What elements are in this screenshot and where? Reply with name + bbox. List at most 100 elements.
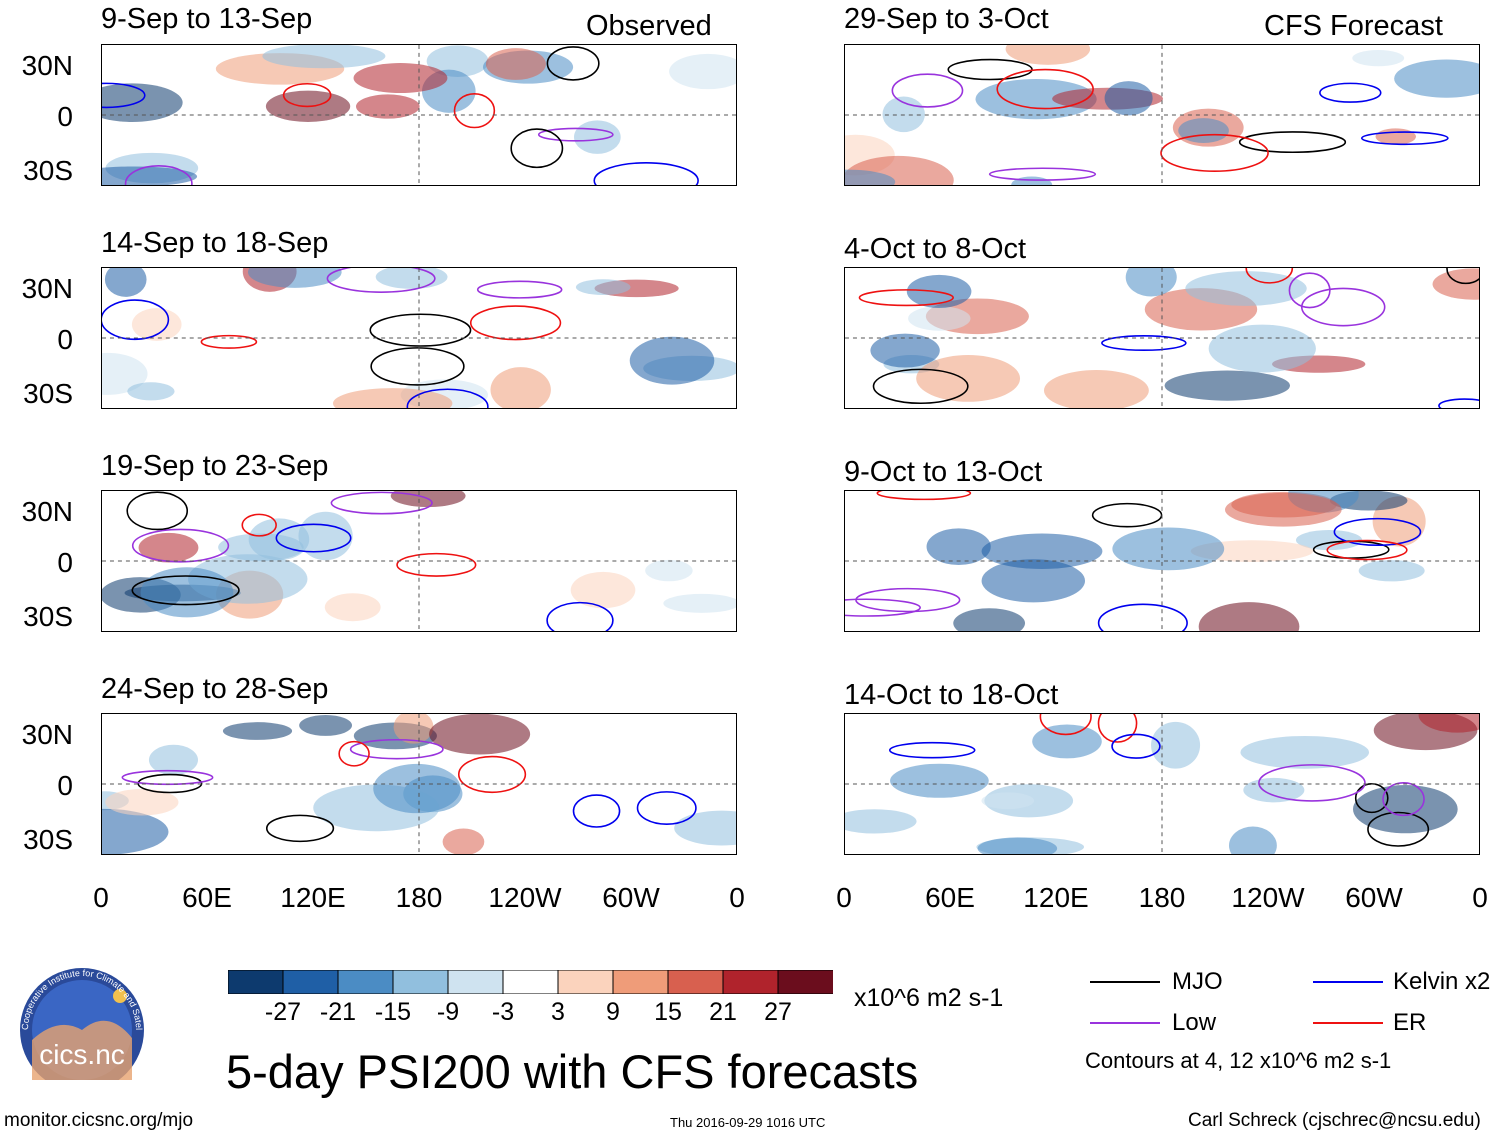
anomaly-shading bbox=[575, 279, 631, 296]
anomaly-shading bbox=[426, 45, 489, 77]
wave-contour bbox=[1319, 82, 1382, 103]
anomaly-shading bbox=[375, 268, 448, 289]
anomaly-shading bbox=[1243, 777, 1305, 803]
anomaly-shading bbox=[870, 333, 940, 368]
anomaly-shading bbox=[926, 528, 991, 566]
anomaly-shading bbox=[104, 268, 147, 297]
wave-contour bbox=[131, 575, 240, 606]
wave-contour bbox=[1091, 502, 1163, 528]
map-panel-obs-3 bbox=[101, 490, 737, 632]
map-field bbox=[102, 45, 736, 185]
anomaly-shading bbox=[490, 367, 551, 408]
wave-contour bbox=[1360, 131, 1449, 146]
wave-contour bbox=[369, 313, 472, 347]
wave-contour bbox=[510, 128, 564, 169]
anomaly-shading bbox=[1394, 59, 1479, 98]
anomaly-shading bbox=[1198, 602, 1300, 631]
wave-contour bbox=[265, 814, 335, 843]
lat-label-30n: 30N bbox=[21, 50, 73, 81]
anomaly-shading bbox=[1375, 128, 1416, 145]
anomaly-shading bbox=[845, 809, 917, 834]
lon-label: 0 bbox=[836, 882, 852, 913]
colorbar-swatch bbox=[447, 969, 504, 995]
wave-contour bbox=[338, 740, 370, 767]
wave-contour bbox=[1288, 272, 1331, 309]
panel-title-4: 24-Sep to 28-Sep bbox=[101, 673, 329, 705]
anomaly-shading bbox=[916, 355, 1021, 402]
wave-contour bbox=[1097, 714, 1138, 743]
map-panel-obs-4 bbox=[101, 713, 737, 855]
wave-contour bbox=[137, 773, 203, 794]
anomaly-shading bbox=[262, 45, 386, 69]
contour-note: Contours at 4, 12 x10^6 m2 s-1 bbox=[1085, 1048, 1392, 1073]
anomaly-shading bbox=[1151, 721, 1201, 769]
anomaly-shading bbox=[355, 94, 420, 119]
wave-contour bbox=[453, 93, 496, 129]
anomaly-shading bbox=[981, 792, 1035, 810]
anomaly-shading bbox=[1112, 527, 1225, 571]
wave-contour bbox=[996, 68, 1094, 110]
lat-label-30n: 30N bbox=[21, 273, 73, 304]
lat-label-eq: 0 bbox=[57, 101, 73, 132]
wave-contour bbox=[546, 601, 614, 631]
colorbar-swatch bbox=[612, 969, 669, 995]
observed-label: Observed bbox=[586, 10, 712, 42]
anomaly-shading bbox=[1418, 714, 1479, 733]
wave-contour bbox=[1111, 733, 1161, 759]
wave-contour bbox=[1245, 268, 1294, 284]
lat-label-30s: 30S bbox=[23, 378, 73, 409]
colorbar-swatch bbox=[337, 969, 394, 995]
anomaly-shading bbox=[908, 306, 971, 331]
footer-timestamp: Thu 2016-09-29 1016 UTC bbox=[670, 1115, 826, 1130]
panel-title-5: 29-Sep to 3-Oct bbox=[844, 3, 1049, 35]
wave-contour bbox=[406, 388, 489, 408]
panel-title-8: 14-Oct to 18-Oct bbox=[844, 679, 1059, 711]
map-field bbox=[845, 714, 1479, 854]
colorbar-swatch bbox=[392, 969, 449, 995]
lat-label-eq: 0 bbox=[57, 547, 73, 578]
panel-title-1: 9-Sep to 13-Sep bbox=[101, 3, 313, 35]
anomaly-shading bbox=[574, 120, 621, 154]
wave-contour bbox=[572, 794, 621, 828]
map-panel-obs-1 bbox=[101, 44, 737, 186]
wave-contour bbox=[102, 82, 146, 109]
map-field bbox=[102, 268, 736, 408]
lat-label-30n: 30N bbox=[21, 496, 73, 527]
colorbar-tick-label: 15 bbox=[654, 998, 682, 1026]
lon-label: 120E bbox=[1023, 882, 1089, 913]
legend-label-low: Low bbox=[1172, 1009, 1217, 1036]
legend-swatch-kelvin bbox=[1313, 981, 1383, 983]
lon-label: 180 bbox=[395, 882, 443, 913]
wave-contour bbox=[537, 127, 614, 142]
wave-contour bbox=[241, 513, 277, 537]
anomaly-shading bbox=[977, 837, 1058, 854]
map-field bbox=[102, 491, 736, 631]
anomaly-shading bbox=[105, 789, 179, 816]
anomaly-shading bbox=[373, 763, 461, 814]
colorbar-tick-label: -3 bbox=[491, 998, 515, 1026]
lat-label-30s: 30S bbox=[23, 824, 73, 855]
wave-contour bbox=[326, 268, 436, 293]
map-field bbox=[845, 268, 1479, 408]
panel-title-6: 4-Oct to 8-Oct bbox=[844, 233, 1027, 265]
anomaly-shading bbox=[102, 808, 169, 854]
map-panel-fc-4 bbox=[844, 713, 1480, 855]
legend-label-mjo: MJO bbox=[1172, 968, 1223, 995]
colorbar-swatch bbox=[282, 969, 339, 995]
anomaly-shading bbox=[102, 83, 183, 122]
anomaly-shading bbox=[1043, 370, 1149, 408]
anomaly-shading bbox=[247, 268, 342, 288]
wave-contour bbox=[636, 791, 697, 826]
cics-logo: Cooperative Institute for Climate and Sa… bbox=[5, 960, 156, 1092]
anomaly-shading bbox=[845, 169, 896, 185]
colorbar-units: x10^6 m2 s-1 bbox=[854, 984, 1004, 1012]
wave-contour bbox=[876, 491, 972, 501]
anomaly-shading bbox=[669, 53, 736, 90]
lat-label-30s: 30S bbox=[23, 155, 73, 186]
cfs-forecast-label: CFS Forecast bbox=[1264, 10, 1443, 42]
map-field bbox=[102, 714, 736, 854]
wave-contour bbox=[102, 299, 170, 341]
anomaly-shading bbox=[324, 593, 381, 622]
wave-contour bbox=[1238, 131, 1347, 154]
colorbar-swatch bbox=[227, 969, 284, 995]
